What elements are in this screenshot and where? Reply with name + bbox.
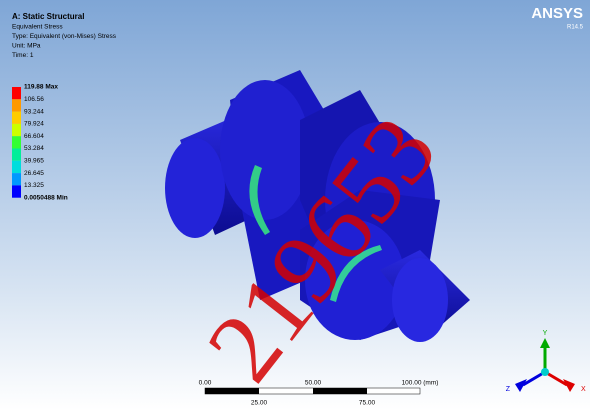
legend-swatch (12, 111, 21, 124)
legend-label: 66.604 (24, 133, 44, 140)
axis-x: X (581, 386, 586, 393)
scale-bar (204, 387, 421, 395)
axis-y: Y (543, 330, 548, 337)
legend-swatch (12, 173, 21, 186)
legend-label: 106.56 (24, 96, 44, 103)
scale-label: 50.00 (305, 380, 322, 387)
legend-label: 79.924 (24, 121, 44, 128)
legend-label: 13.325 (24, 182, 44, 189)
triad (515, 338, 575, 392)
legend-swatch (12, 160, 21, 174)
scale-label: 100.00 (mm) (402, 380, 439, 387)
legend-swatch (12, 99, 21, 112)
brand-name: ANSYS (531, 5, 583, 22)
brand-version: R14.5 (567, 25, 584, 31)
legend-label: 53.284 (24, 145, 44, 152)
legend-swatch (12, 185, 21, 198)
result-info: Equivalent Stress (12, 24, 63, 31)
axis-z: Z (506, 386, 511, 393)
scale-label: 75.00 (359, 400, 376, 407)
legend-label: 26.645 (24, 170, 44, 177)
legend-swatch (12, 136, 21, 149)
scale-label: 25.00 (251, 400, 268, 407)
legend-label: 39.965 (24, 158, 44, 165)
result-info: Unit: MPa (12, 43, 41, 50)
legend-swatch (12, 87, 21, 100)
result-title: A: Static Structural (12, 12, 84, 21)
legend-swatch (12, 148, 21, 161)
legend-swatch (12, 123, 21, 137)
scale-label: 0.00 (199, 380, 212, 387)
result-info: Type: Equivalent (von-Mises) Stress (12, 33, 117, 40)
legend-label: 119.88 Max (24, 84, 58, 91)
legend-label: 0.0050488 Min (24, 194, 68, 201)
legend-label: 93.244 (24, 108, 44, 115)
result-info: Time: 1 (12, 52, 34, 59)
model (165, 70, 470, 342)
